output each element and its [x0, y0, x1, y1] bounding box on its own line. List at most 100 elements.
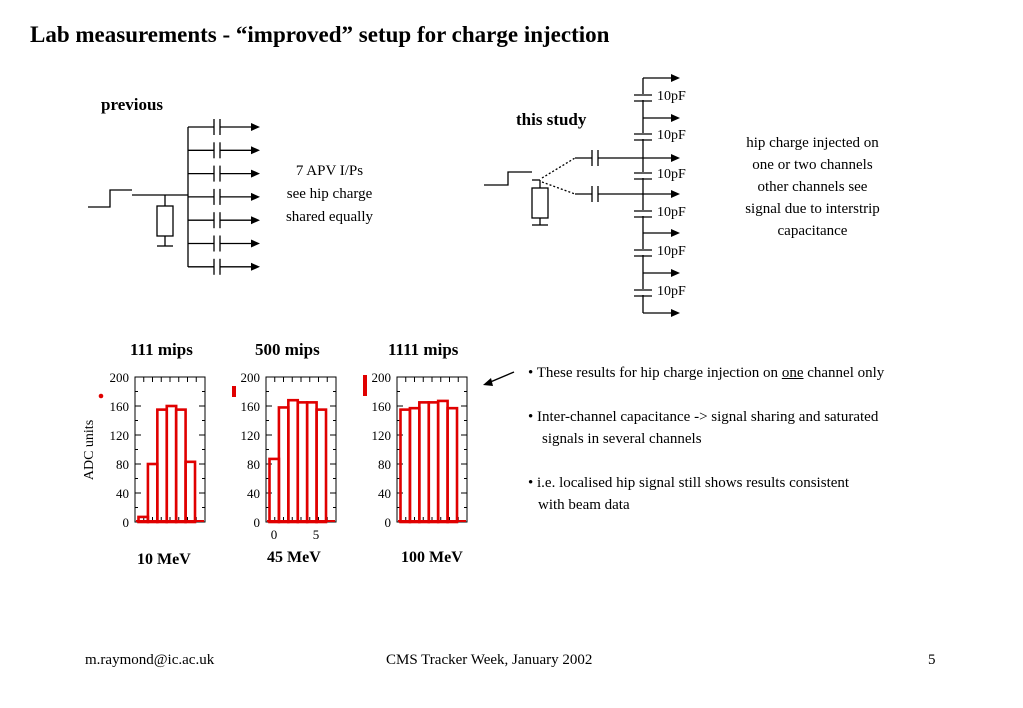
energy-label-3: 100 MeV	[401, 549, 463, 566]
histogram-bar	[287, 398, 300, 524]
histogram-bar	[184, 460, 197, 524]
histogram-bar	[277, 406, 290, 524]
this-study-circuit-diagram: 10pF 10pF 10pF 10pF 10pF 10pF	[484, 74, 686, 317]
bullet-item: • i.e. localised hip signal still shows …	[528, 472, 884, 516]
previous-note-line: 7 APV I/Ps	[295, 163, 364, 179]
histogram-bar	[174, 408, 187, 524]
energy-label-2: 45 MeV	[267, 549, 321, 566]
previous-note-line: see hip charge	[286, 186, 373, 202]
capacitor-branch	[188, 142, 260, 159]
slide-title: Lab measurements - “improved” setup for …	[30, 22, 610, 47]
capacitor-branch	[188, 165, 260, 182]
output-arrow	[643, 154, 680, 162]
y-tick-label: 80	[247, 457, 260, 472]
output-arrow	[643, 114, 680, 122]
previous-circuit-diagram	[88, 119, 260, 275]
histogram-bar	[446, 406, 459, 524]
output-arrow	[643, 190, 680, 198]
y-tick-label: 120	[372, 428, 392, 443]
capacitor-label: 10pF	[657, 284, 686, 299]
histogram-panel: 0 40 80 120 160 200	[363, 370, 468, 530]
bullet-text: • i.e. localised hip signal still shows …	[528, 475, 850, 491]
capacitor-branch	[188, 212, 260, 229]
bullet-item: • Inter-channel capacitance -> signal sh…	[528, 406, 884, 450]
y-tick-label: 0	[254, 515, 261, 530]
chart-title-2: 500 mips	[255, 340, 320, 359]
footer-event: CMS Tracker Week, January 2002	[386, 652, 593, 668]
footer-email: m.raymond@ic.ac.uk	[85, 652, 215, 668]
capacitor-label: 10pF	[657, 205, 686, 220]
bullet-text: with beam data	[538, 497, 630, 513]
this-study-note-line: capacitance	[777, 223, 848, 239]
histogram-bar	[296, 401, 309, 524]
this-study-label: this study	[516, 110, 587, 129]
y-tick-label: 160	[241, 399, 261, 414]
coupling-capacitor	[634, 210, 652, 218]
y-tick-label: 160	[110, 399, 130, 414]
coupling-capacitor	[634, 289, 652, 297]
histogram-bar	[315, 408, 328, 524]
histogram-bar	[305, 401, 318, 524]
bullet-text: • These results for hip charge injection…	[528, 365, 782, 381]
this-study-note-line: hip charge injected on	[746, 135, 879, 151]
output-arrow	[643, 269, 680, 277]
previous-label: previous	[101, 95, 164, 114]
coupling-capacitor	[634, 133, 652, 141]
capacitor-label: 10pF	[657, 89, 686, 104]
y-tick-label: 120	[110, 428, 130, 443]
bullet-item: • These results for hip charge injection…	[528, 362, 884, 384]
histogram-bar	[408, 406, 421, 524]
y-tick-label: 0	[123, 515, 130, 530]
bullet-text: • Inter-channel capacitance -> signal sh…	[528, 409, 879, 425]
bullet-text: channel only	[803, 365, 885, 381]
x-tick-label: 5	[313, 527, 320, 542]
y-tick-label: 200	[241, 370, 261, 385]
histogram-bar	[268, 457, 281, 524]
footer-page-number: 5	[928, 652, 936, 668]
y-tick-label: 80	[116, 457, 129, 472]
capacitor-label: 10pF	[657, 128, 686, 143]
coupling-capacitor	[634, 172, 652, 180]
y-tick-label: 200	[110, 370, 130, 385]
histogram-bar	[146, 462, 159, 524]
histogram-bar	[399, 408, 412, 524]
y-tick-label: 80	[378, 457, 391, 472]
histogram-bar	[165, 404, 178, 524]
overflow-marker	[232, 386, 236, 397]
capacitor-branch	[188, 258, 260, 275]
capacitor-label: 10pF	[657, 167, 686, 182]
histogram-bar	[418, 401, 431, 524]
histogram-panel: 0 40 80 120 160 200 0 5	[232, 370, 337, 542]
histogram-bar	[436, 399, 449, 524]
output-arrow	[643, 74, 680, 82]
y-tick-label: 40	[116, 486, 129, 501]
this-study-note-line: signal due to interstrip	[745, 201, 880, 217]
histogram-bar	[427, 401, 440, 524]
chart-title-1: 111 mips	[130, 340, 193, 359]
capacitor-label: 10pF	[657, 244, 686, 259]
overflow-marker	[98, 393, 104, 399]
coupling-capacitor	[634, 249, 652, 257]
histogram-bar	[156, 408, 169, 524]
y-tick-label: 40	[378, 486, 391, 501]
bullet-list: • These results for hip charge injection…	[528, 362, 884, 538]
previous-note-line: shared equally	[285, 209, 374, 225]
y-tick-label: 40	[247, 486, 260, 501]
coupling-capacitor	[634, 94, 652, 102]
x-tick-label: 0	[271, 527, 278, 542]
output-arrow	[643, 229, 680, 237]
capacitor-branch	[188, 188, 260, 205]
y-tick-label: 0	[385, 515, 392, 530]
output-arrow	[643, 309, 680, 317]
overflow-marker	[363, 375, 367, 396]
this-study-note-line: other channels see	[757, 179, 868, 195]
energy-label-1: 10 MeV	[137, 551, 191, 568]
capacitor-branch	[188, 235, 260, 252]
capacitor-branch	[188, 119, 260, 135]
y-axis-label: ADC units	[82, 420, 97, 480]
pointer-arrow	[483, 371, 515, 386]
histogram-charts: ADC units 0 40 80 120 160 200 0 40 80 120 160 200 0 5…	[82, 370, 468, 542]
this-study-note-line: one or two channels	[752, 157, 873, 173]
bullet-text: signals in several channels	[542, 431, 702, 447]
y-tick-label: 160	[372, 399, 392, 414]
